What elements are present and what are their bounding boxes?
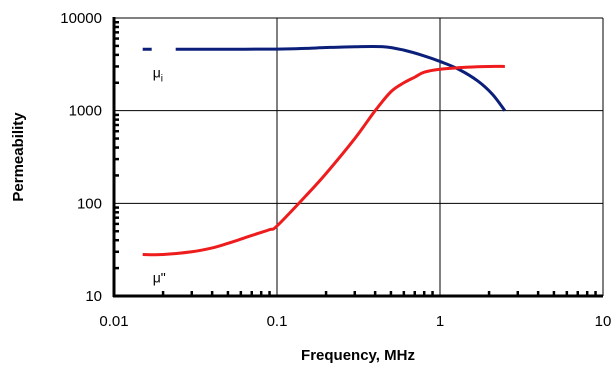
x-tick-label: 10 <box>595 313 612 330</box>
series-layer <box>142 44 507 257</box>
y-tick-label: 1000 <box>69 103 102 120</box>
series-label-gap <box>151 45 176 54</box>
axes <box>112 17 603 298</box>
series-line-mu-i <box>142 44 507 112</box>
y-tick-label: 10000 <box>60 10 102 27</box>
series-label-mu-i: μi <box>153 64 163 84</box>
series-labels: μi μ" <box>153 64 166 285</box>
y-axis-title: Permeability <box>10 112 27 202</box>
series-line-mu-double-prime <box>142 64 505 257</box>
x-tick-label: 0.01 <box>99 313 128 330</box>
x-tick-label: 1 <box>436 313 444 330</box>
grid-lines <box>113 17 604 297</box>
x-tick-label: 0.1 <box>267 313 288 330</box>
minor-ticks <box>113 20 597 297</box>
series-label-mu-double-prime: μ" <box>153 270 166 286</box>
y-tick-label: 100 <box>77 195 102 212</box>
x-axis-title: Frequency, MHz <box>301 347 415 364</box>
y-tick-label: 10 <box>85 288 102 305</box>
series-label-subscript: i <box>161 73 163 84</box>
tick-labels: 0.01 0.1 1 10 10 100 1000 10000 <box>60 10 611 330</box>
